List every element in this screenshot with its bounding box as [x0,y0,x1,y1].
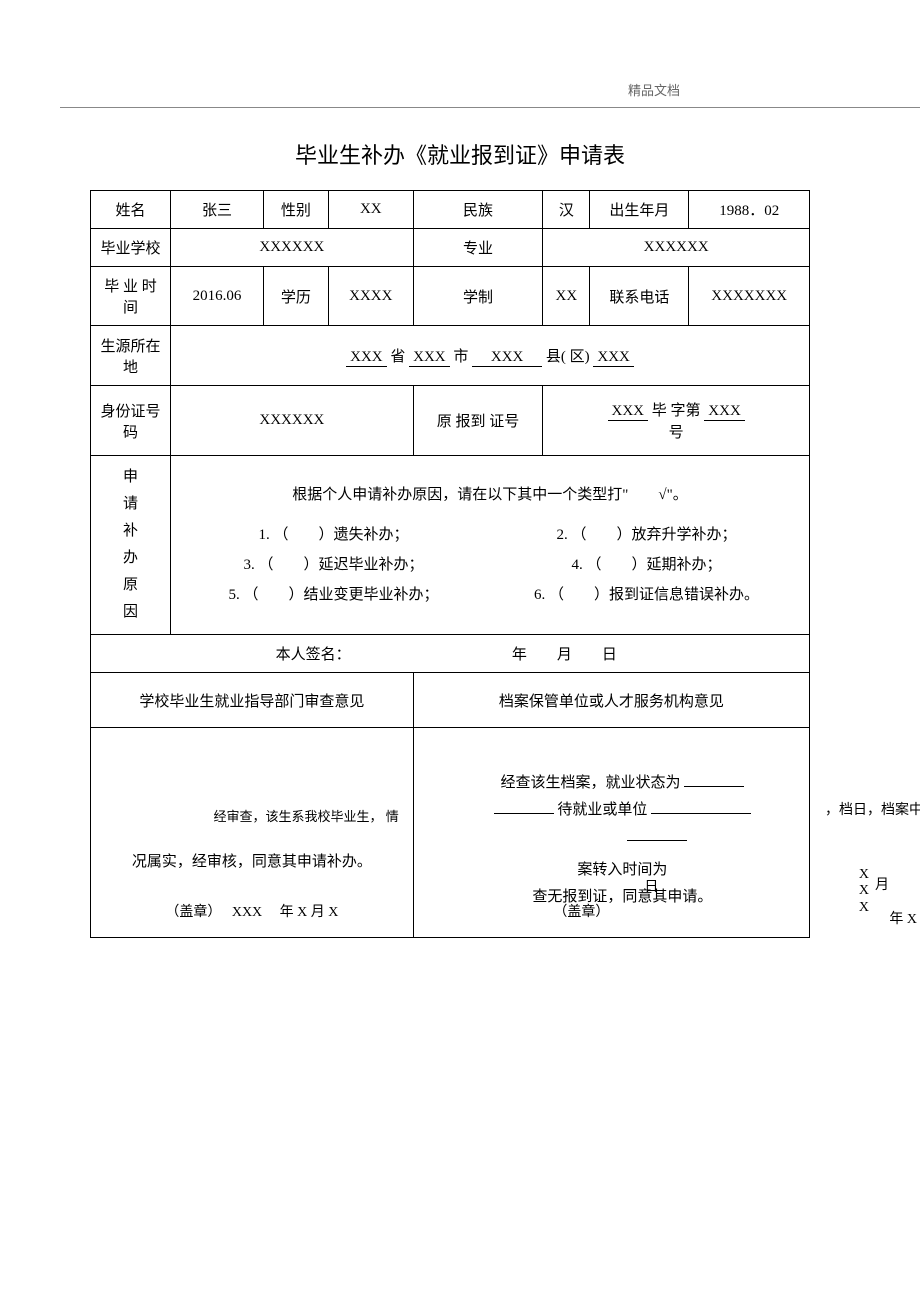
stamp-year: XXX [232,905,262,920]
archive-stamp-line: 日 （盖章） [424,875,799,925]
archive-opinion-header: 档案保管单位或人才服务机构意见 [413,673,809,728]
value-id: XXXXXX [171,386,414,456]
reason-char-1: 申 [123,469,138,485]
archive-body-1-text: 经查该生档案，就业状态为 [500,775,680,791]
row-id: 身份证号码 XXXXXX 原 报到 证号 XXX 毕 字第 XXX 号 [91,386,810,456]
source-county-label: 县( 区) [546,349,590,365]
float-month: 月 [875,875,889,897]
value-major: XXXXXX [543,229,810,267]
reason-6: 6. （ ）报到证信息错误补办。 [490,580,803,610]
orig-cert-prefix: 毕 字第 [652,403,701,419]
page-title: 毕业生补办《就业报到证》申请表 [60,138,860,170]
label-ethnicity: 民族 [413,191,543,229]
value-orig-cert: XXX 毕 字第 XXX 号 [543,386,810,456]
row-school: 毕业学校 XXXXXX 专业 XXXXXX [91,229,810,267]
value-gender: XX [328,191,413,229]
archive-blank-2c [627,840,687,841]
value-education: XXXX [328,267,413,326]
value-birth: 1988．02 [689,191,810,229]
label-birth: 出生年月 [590,191,689,229]
school-stamp-label: （盖章） [165,905,221,920]
school-body-2: 况属实，经审核，同意其申请补办。 [105,849,399,876]
signature-date: 年 月 日 [504,643,624,664]
reason-3: 3. （ ）延迟毕业补办； [177,550,490,580]
label-phone: 联系电话 [590,267,689,326]
archive-stamp-label: （盖章） [553,905,609,920]
archive-opinion-body: 经查该生档案，就业状态为 待就业或单位 案转入时间为 查无报到证，同意其申请。 … [413,728,809,938]
reason-content: 根据个人申请补办原因，请在以下其中一个类型打" √"。 1. （ ）遗失补办； … [171,456,810,635]
reason-prompt: 根据个人申请补办原因，请在以下其中一个类型打" √"。 [177,480,803,520]
signature-label: 本人签名： [276,643,351,664]
archive-body-2-text: 待就业或单位 [557,802,647,818]
archive-blank-1 [684,786,744,787]
reason-char-4: 办 [123,550,138,566]
value-phone: XXXXXXX [689,267,810,326]
stamp-day: X [328,905,338,920]
reason-char-6: 因 [123,604,138,620]
label-id: 身份证号码 [91,386,171,456]
row-opinion-header: 学校毕业生就业指导部门审查意见 档案保管单位或人才服务机构意见 [91,673,810,728]
label-education: 学历 [264,267,329,326]
reason-char-5: 原 [123,577,138,593]
label-length: 学制 [413,267,543,326]
archive-blank-2a [494,813,554,814]
value-gradtime: 2016.06 [171,267,264,326]
row-reason: 申 请 补 办 原 因 根据个人申请补办原因，请在以下其中一个类型打" √"。 … [91,456,810,635]
label-name: 姓名 [91,191,171,229]
float-x: XXX [859,867,869,917]
archive-blank-2b [651,813,751,814]
reason-char-2: 请 [123,496,138,512]
archive-stamp-date: 日 [644,880,658,895]
row-source: 生源所在地 XXX 省 XXX 市 XXX 县( 区) XXX [91,326,810,386]
source-city-label: 市 [453,349,468,365]
row-gradtime: 毕 业 时间 2016.06 学历 XXXX 学制 XX 联系电话 XXXXXX… [91,267,810,326]
application-form-table: 姓名 张三 性别 XX 民族 汉 出生年月 1988．02 毕业学校 XXXXX… [90,190,810,938]
value-length: XX [543,267,590,326]
orig-cert-2: XXX [704,403,745,421]
stamp-month: X [297,905,307,920]
reason-1: 1. （ ）遗失补办； [177,520,490,550]
value-school: XXXXXX [171,229,414,267]
archive-body-2-row: 待就业或单位 [450,797,795,824]
orig-cert-1: XXX [608,403,649,421]
header-divider [60,107,920,108]
row-basic-1: 姓名 张三 性别 XX 民族 汉 出生年月 1988．02 [91,191,810,229]
school-opinion-body: 经审查，该生系我校毕业生， 情 况属实，经审核，同意其申请补办。 （盖章） XX… [91,728,414,938]
label-source: 生源所在地 [91,326,171,386]
label-gender: 性别 [264,191,329,229]
school-stamp-line: （盖章） XXX 年 X 月 X [101,900,403,925]
orig-cert-suffix: 号 [669,425,684,441]
source-county-value: XXX [472,349,542,367]
reason-4: 4. （ ）延期补办； [490,550,803,580]
label-reason: 申 请 补 办 原 因 [91,456,171,635]
signature-cell: 本人签名： 年 月 日 [91,635,810,673]
row-opinion-body: 经审查，该生系我校毕业生， 情 况属实，经审核，同意其申请补办。 （盖章） XX… [91,728,810,938]
archive-body-1: 经查该生档案，就业状态为 [450,770,795,797]
source-extra-value: XXX [593,349,634,367]
value-ethnicity: 汉 [543,191,590,229]
float-right-text: ，档日，档案中 [824,800,920,822]
reason-5: 5. （ ）结业变更毕业补办； [177,580,490,610]
reason-char-3: 补 [123,523,138,539]
label-gradtime: 毕 业 时间 [91,267,171,326]
reason-2: 2. （ ）放弃升学补办； [490,520,803,550]
source-province-label: 省 [390,349,405,365]
row-signature: 本人签名： 年 月 日 [91,635,810,673]
value-source: XXX 省 XXX 市 XXX 县( 区) XXX [171,326,810,386]
school-body-1: 经审查，该生系我校毕业生， 情 [105,805,399,828]
float-year-date: 年 X 日 [889,909,920,931]
label-orig-cert: 原 报到 证号 [413,386,543,456]
header-doc-label: 精品文档 [60,80,860,99]
source-province-value: XXX [346,349,387,367]
school-opinion-header: 学校毕业生就业指导部门审查意见 [91,673,414,728]
value-name: 张三 [171,191,264,229]
label-school: 毕业学校 [91,229,171,267]
label-major: 专业 [413,229,543,267]
source-city-value: XXX [409,349,450,367]
